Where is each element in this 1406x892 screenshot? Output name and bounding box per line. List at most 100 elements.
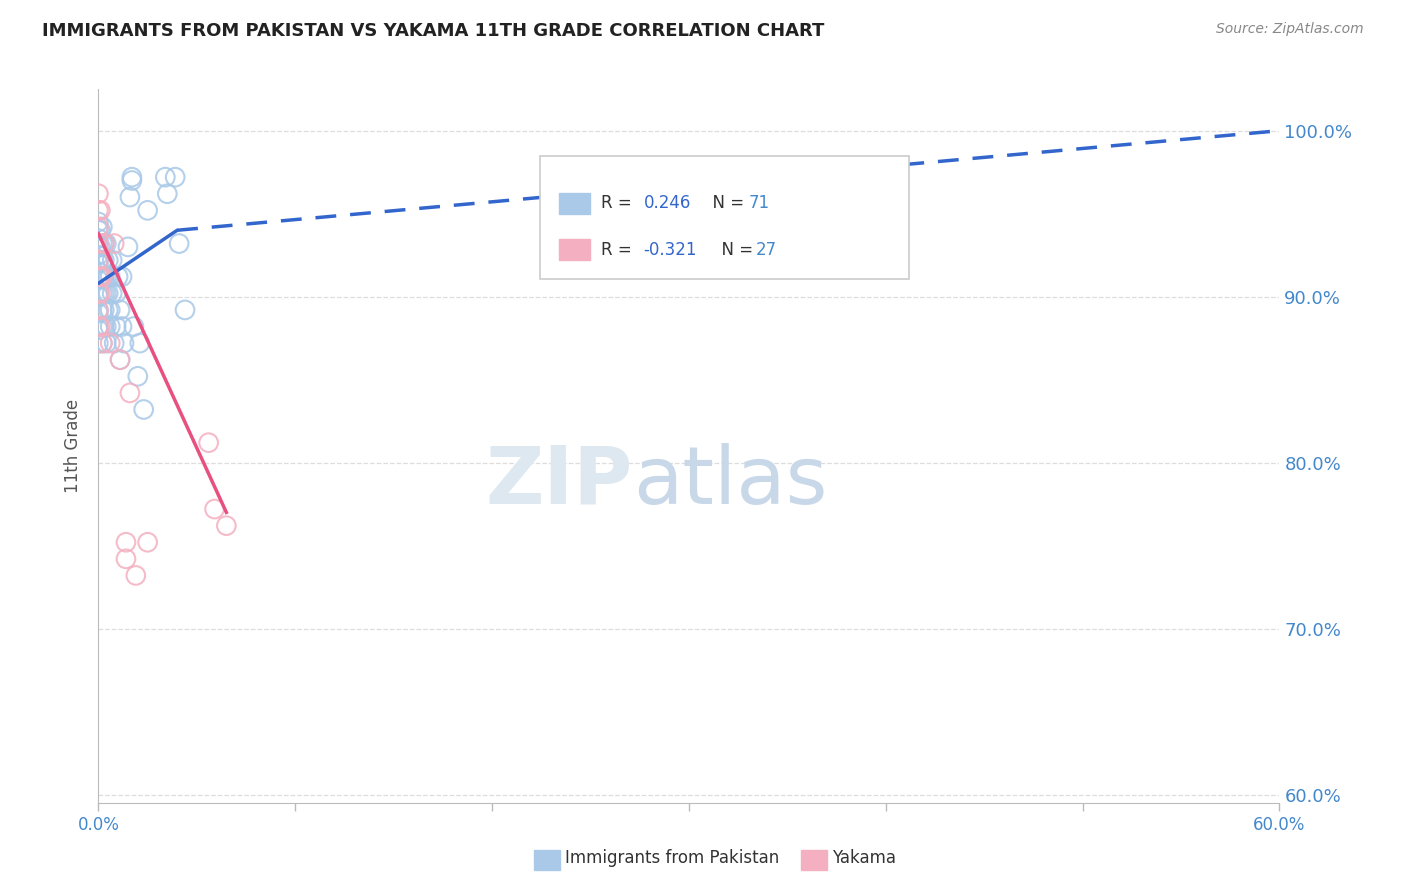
Point	[96, 336, 118, 351]
Point	[97, 286, 120, 301]
Point	[87, 336, 110, 351]
Point	[91, 269, 114, 284]
Text: 0.246: 0.246	[644, 194, 690, 212]
Point	[91, 219, 114, 234]
Text: IMMIGRANTS FROM PAKISTAN VS YAKAMA 11TH GRADE CORRELATION CHART: IMMIGRANTS FROM PAKISTAN VS YAKAMA 11TH …	[42, 22, 824, 40]
Point	[93, 236, 115, 251]
Point	[136, 535, 159, 549]
Point	[96, 319, 118, 334]
Point	[87, 286, 110, 301]
Point	[87, 240, 110, 254]
Point	[117, 240, 139, 254]
Point	[111, 269, 134, 284]
Point	[174, 302, 197, 317]
Point	[97, 269, 120, 284]
Point	[87, 319, 110, 334]
Point	[91, 336, 114, 351]
Point	[167, 236, 190, 251]
Text: N =: N =	[711, 241, 758, 259]
Point	[91, 286, 114, 301]
Point	[103, 336, 125, 351]
Point	[105, 319, 128, 334]
Point	[98, 336, 121, 351]
Point	[136, 203, 159, 218]
Point	[122, 319, 145, 334]
Point	[87, 302, 110, 317]
Point	[87, 273, 110, 287]
Point	[89, 286, 111, 301]
Point	[87, 236, 110, 251]
Point	[127, 369, 149, 384]
Text: Yakama: Yakama	[832, 849, 897, 867]
Point	[125, 568, 148, 582]
Point	[108, 352, 131, 367]
Point	[93, 236, 115, 251]
Point	[87, 323, 110, 337]
Point	[98, 302, 121, 317]
Point	[89, 223, 111, 237]
Point	[89, 203, 111, 218]
Text: N =: N =	[703, 194, 749, 212]
Point	[91, 302, 114, 317]
Text: R =: R =	[602, 241, 637, 259]
Point	[93, 253, 115, 268]
Y-axis label: 11th Grade: 11th Grade	[65, 399, 83, 493]
Point	[89, 240, 111, 254]
Point	[87, 265, 110, 279]
Point	[121, 170, 143, 185]
Point	[107, 269, 129, 284]
Point	[91, 253, 114, 268]
Point	[87, 186, 110, 201]
Point	[97, 253, 120, 268]
Point	[96, 286, 118, 301]
Point	[132, 402, 155, 417]
Point	[121, 173, 143, 187]
Text: Immigrants from Pakistan: Immigrants from Pakistan	[565, 849, 779, 867]
Text: ZIP: ZIP	[485, 442, 633, 521]
Point	[103, 236, 125, 251]
Point	[108, 352, 131, 367]
Text: Source: ZipAtlas.com: Source: ZipAtlas.com	[1216, 22, 1364, 37]
Point	[118, 385, 141, 400]
Point	[87, 219, 110, 234]
Point	[91, 319, 114, 334]
Point	[87, 231, 110, 245]
Point	[115, 552, 138, 566]
Point	[87, 319, 110, 334]
Point	[87, 256, 110, 270]
Point	[87, 215, 110, 229]
Point	[118, 190, 141, 204]
Point	[87, 290, 110, 304]
Point	[111, 319, 134, 334]
Point	[91, 336, 114, 351]
Point	[215, 518, 238, 533]
Text: 71: 71	[749, 194, 770, 212]
Point	[87, 286, 110, 301]
Point	[105, 286, 128, 301]
Point	[156, 186, 179, 201]
Point	[91, 269, 114, 284]
Point	[98, 269, 121, 284]
Point	[87, 269, 110, 284]
Point	[155, 170, 177, 185]
Point	[112, 336, 135, 351]
Point	[87, 253, 110, 268]
Point	[204, 502, 226, 516]
Point	[93, 302, 115, 317]
Point	[87, 302, 110, 317]
Point	[108, 302, 131, 317]
Point	[165, 170, 187, 185]
Point	[87, 306, 110, 320]
Point	[98, 319, 121, 334]
Point	[128, 336, 150, 351]
Point	[93, 319, 115, 334]
Point	[197, 435, 219, 450]
Text: R =: R =	[602, 194, 637, 212]
Text: -0.321: -0.321	[644, 241, 697, 259]
Point	[89, 269, 111, 284]
Point	[115, 535, 138, 549]
Point	[93, 269, 115, 284]
Point	[87, 253, 110, 268]
Point	[97, 302, 120, 317]
Point	[96, 269, 118, 284]
